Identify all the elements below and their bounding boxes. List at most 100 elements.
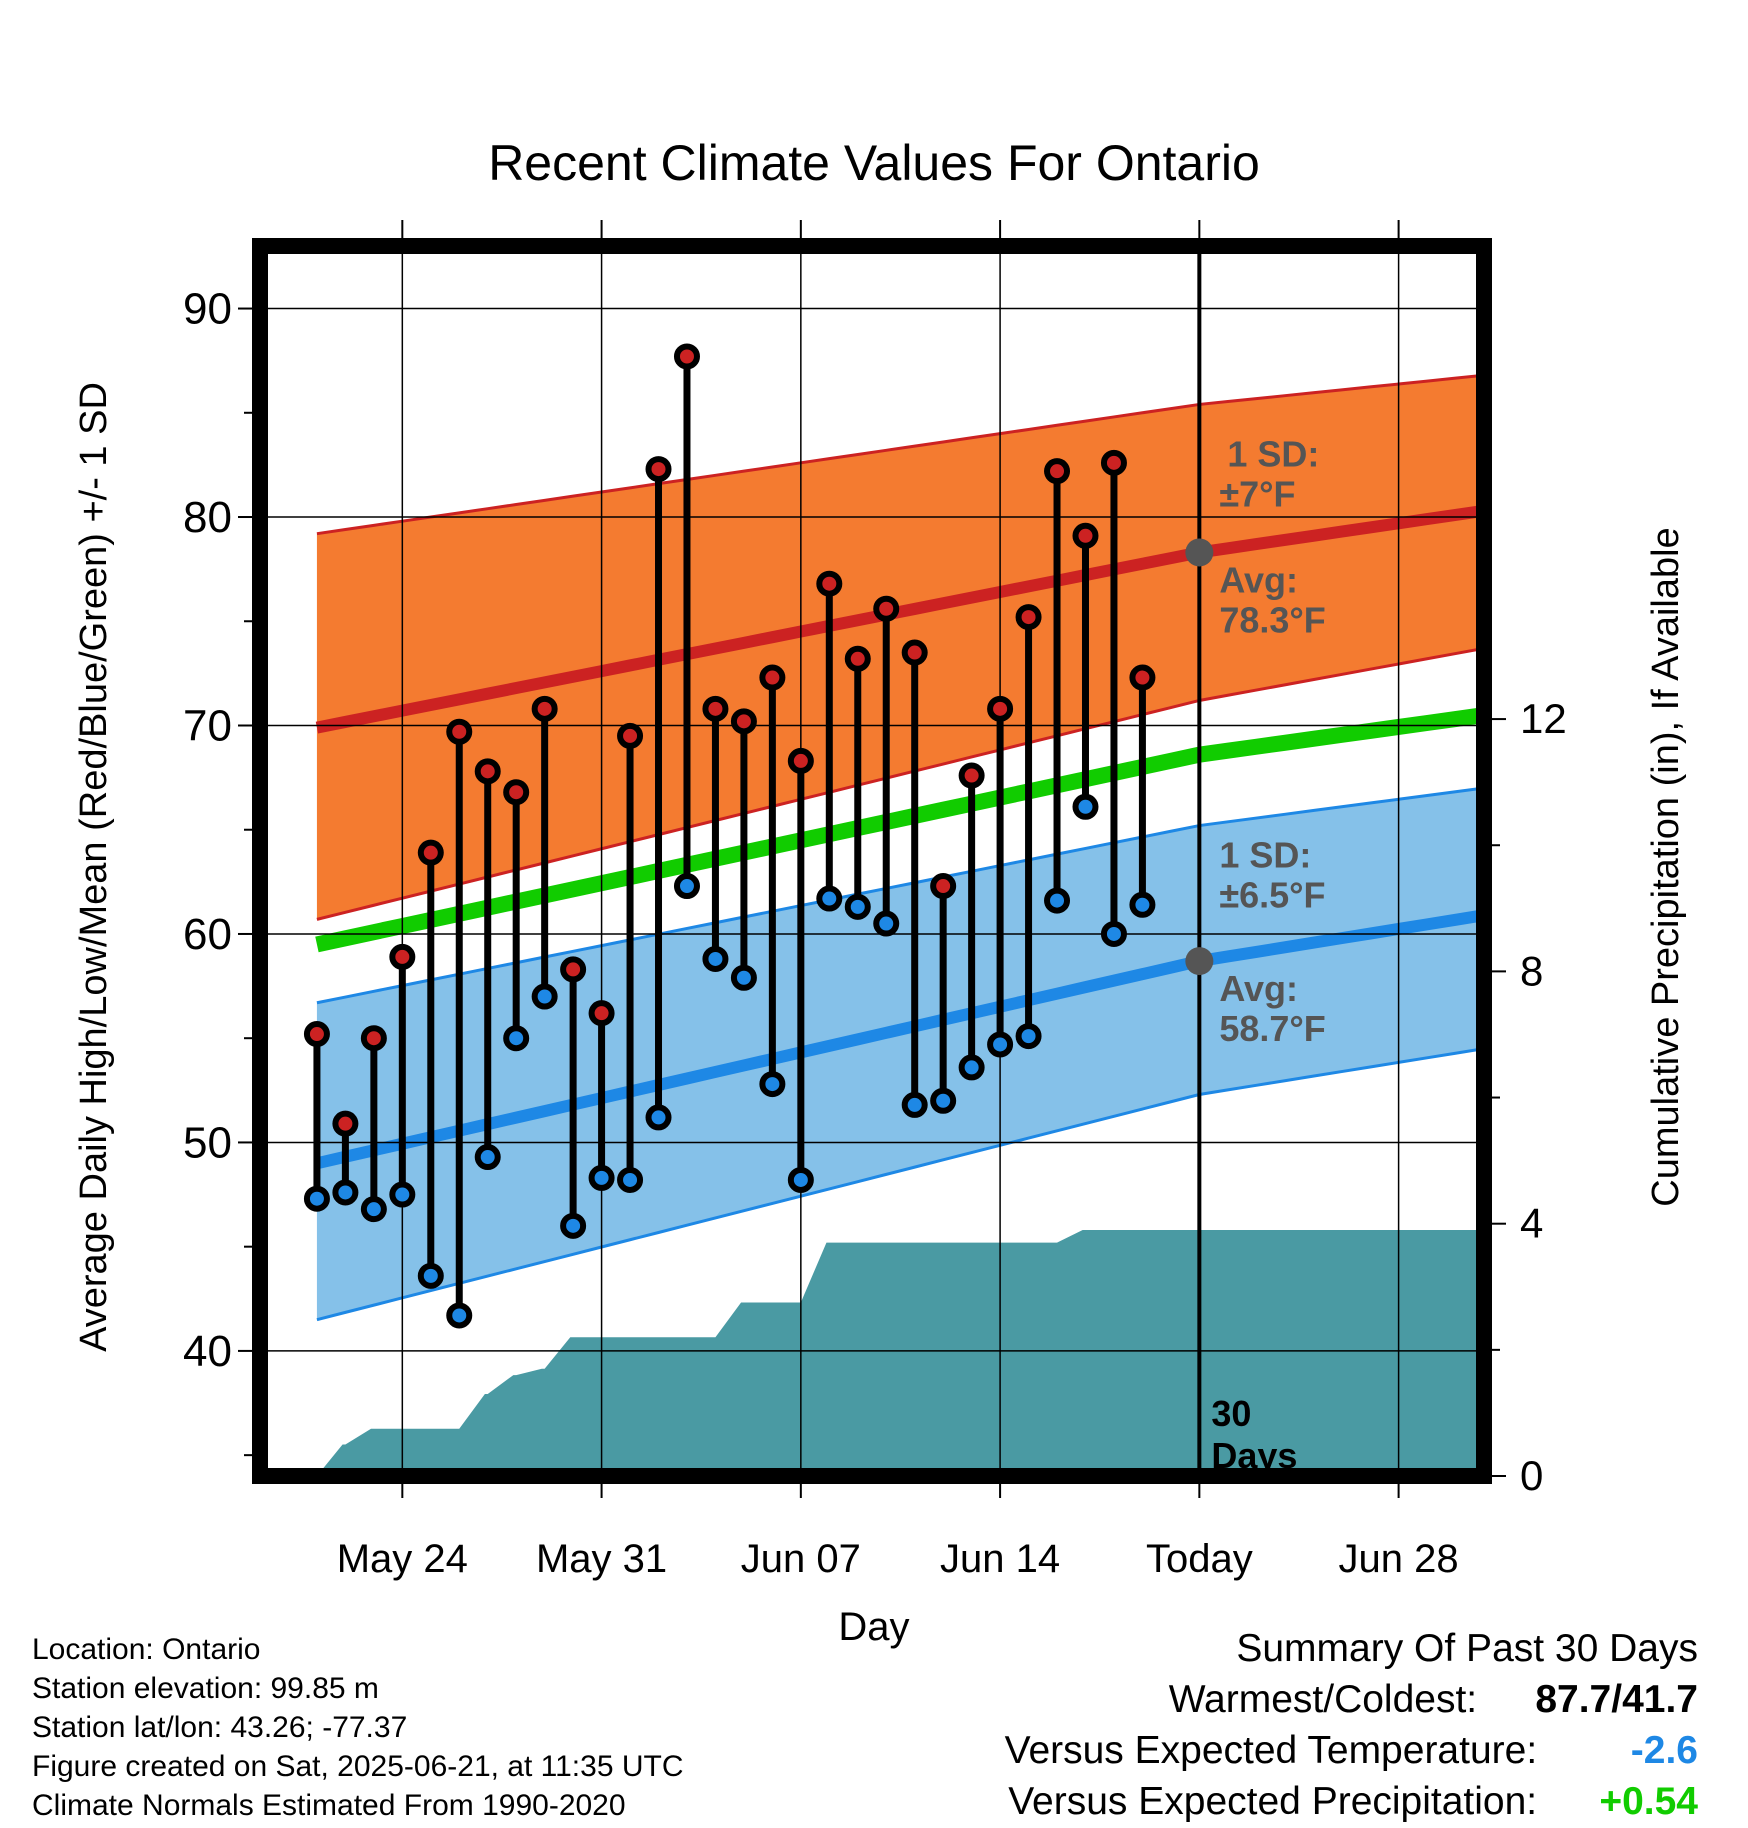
x-tick-label: May 24	[337, 1537, 468, 1581]
warm-cold-label: Warmest/Coldest:	[1168, 1678, 1478, 1721]
low-sd-value: ±6.5°F	[1219, 875, 1325, 916]
low-sd-lower-line	[316, 1047, 1484, 1322]
chart-title: Recent Climate Values For Ontario	[488, 135, 1260, 191]
y-tick-label: 80	[183, 493, 232, 542]
low-sd-upper-line	[316, 786, 1484, 1005]
daily-low-point	[645, 1104, 672, 1131]
precip-anomaly-label: Versus Expected Precipitation:	[1008, 1780, 1538, 1823]
daily-high-point	[1072, 522, 1099, 549]
low-avg-label: Avg:	[1219, 968, 1298, 1009]
daily-high-point	[446, 718, 473, 745]
daily-high-point	[844, 645, 871, 672]
daily-high-point	[474, 758, 501, 785]
x-tick-label: Today	[1146, 1537, 1253, 1581]
normal-mean-line	[315, 707, 1484, 953]
x-tick-label: Jun 14	[940, 1537, 1060, 1581]
low-sd-label: 1 SD:	[1219, 835, 1311, 876]
daily-low-point	[332, 1179, 359, 1206]
today-high-avg-marker	[1185, 538, 1214, 567]
daily-high-point	[673, 343, 700, 370]
daily-low-point	[873, 910, 900, 937]
y2-tick-label: 0	[1520, 1452, 1543, 1499]
latlon-text: Station lat/lon: 43.26; -77.37	[32, 1711, 408, 1744]
daily-high-point	[958, 762, 985, 789]
normals-text: Climate Normals Estimated From 1990-2020	[32, 1789, 626, 1822]
daily-high-point	[389, 943, 416, 970]
daily-high-point	[1100, 449, 1127, 476]
daily-high-point	[588, 1000, 615, 1027]
high-sd-upper-line	[316, 373, 1484, 536]
daily-high-point	[360, 1025, 387, 1052]
location-text: Location: Ontario	[32, 1633, 261, 1666]
daily-high-point	[1044, 458, 1071, 485]
daily-high-point	[1015, 604, 1042, 631]
daily-low-point	[673, 873, 700, 900]
temp-anomaly-label: Versus Expected Temperature:	[1004, 1729, 1538, 1772]
daily-high-point	[930, 873, 957, 900]
station-info: Location: Ontario Station elevation: 99.…	[32, 1630, 684, 1825]
y-tick-label: 70	[183, 701, 232, 750]
daily-low-point	[560, 1212, 587, 1239]
daily-low-point	[1015, 1023, 1042, 1050]
daily-high-point	[730, 708, 757, 735]
daily-low-point	[1072, 793, 1099, 820]
precip-anomaly-value: +0.54	[1599, 1780, 1698, 1823]
daily-low-point	[759, 1071, 786, 1098]
temp-anomaly-row: Versus Expected Temperature: -2.6	[1005, 1725, 1698, 1776]
daily-low-point	[531, 983, 558, 1010]
y-axis-label: Average Daily High/Low/Mean (Red/Blue/Gr…	[73, 382, 115, 1352]
daily-high-point	[617, 722, 644, 749]
today-low-avg-marker	[1185, 947, 1214, 976]
daily-low-point	[617, 1166, 644, 1193]
daily-low-point	[389, 1181, 416, 1208]
high-sd-label: 1 SD:	[1227, 433, 1319, 474]
daily-high-point	[816, 570, 843, 597]
precip-area	[316, 1230, 1484, 1476]
high-avg-label: Avg:	[1219, 559, 1298, 600]
high-sd-band	[316, 375, 1484, 920]
x-axis-label: Day	[838, 1605, 909, 1649]
daily-low-point	[446, 1302, 473, 1329]
plot-frame	[252, 238, 1492, 1484]
high-avg-value: 78.3°F	[1219, 599, 1325, 640]
x-tick-label: Jun 28	[1339, 1537, 1459, 1581]
normal-high-line	[315, 504, 1484, 734]
summary-title: Summary Of Past 30 Days	[1236, 1627, 1698, 1670]
daily-low-point	[360, 1196, 387, 1223]
daily-high-point	[759, 664, 786, 691]
daily-high-point	[645, 456, 672, 483]
warm-cold-value: 87.7/41.7	[1535, 1678, 1698, 1721]
daily-low-point	[417, 1262, 444, 1289]
daily-low-point	[1129, 891, 1156, 918]
low-avg-value: 58.7°F	[1219, 1008, 1325, 1049]
daily-high-point	[560, 956, 587, 983]
created-text: Figure created on Sat, 2025-06-21, at 11…	[32, 1750, 684, 1783]
temp-anomaly-value: -2.6	[1630, 1729, 1698, 1772]
daily-low-point	[901, 1091, 928, 1118]
daily-low-point	[930, 1087, 957, 1114]
high-sd-value: ±7°F	[1219, 473, 1295, 514]
normal-low-line	[315, 909, 1484, 1170]
daily-high-point	[503, 779, 530, 806]
daily-high-point	[901, 639, 928, 666]
y-tick-label: 90	[183, 285, 232, 334]
elevation-text: Station elevation: 99.85 m	[32, 1672, 379, 1705]
daily-low-point	[730, 964, 757, 991]
daily-low-point	[987, 1031, 1014, 1058]
warm-cold-row: Warmest/Coldest: 87.7/41.7	[1005, 1674, 1698, 1725]
x-tick-label: Jun 07	[741, 1537, 861, 1581]
y2-axis-label: Cumulative Precipitation (in), If Availa…	[1645, 527, 1687, 1206]
summary-panel: Summary Of Past 30 Days Warmest/Coldest:…	[1005, 1623, 1698, 1827]
daily-high-point	[987, 695, 1014, 722]
daily-low-point	[303, 1185, 330, 1212]
daily-high-point	[531, 695, 558, 722]
daily-low-point	[702, 945, 729, 972]
y-tick-label: 40	[183, 1327, 232, 1376]
daily-low-point	[588, 1164, 615, 1191]
daily-low-point	[1044, 887, 1071, 914]
daily-high-point	[417, 839, 444, 866]
daily-high-point	[1129, 664, 1156, 691]
daily-low-point	[787, 1166, 814, 1193]
